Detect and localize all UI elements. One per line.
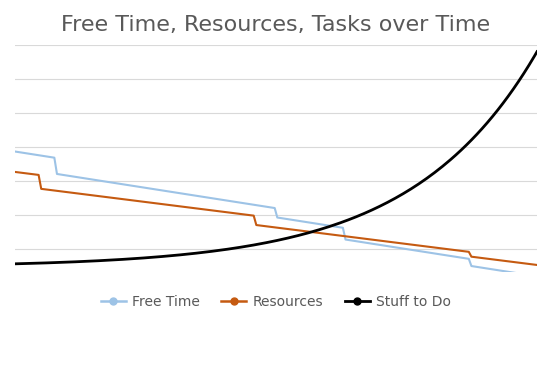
Legend: Free Time, Resources, Stuff to Do: Free Time, Resources, Stuff to Do (95, 290, 457, 315)
Title: Free Time, Resources, Tasks over Time: Free Time, Resources, Tasks over Time (61, 15, 491, 35)
